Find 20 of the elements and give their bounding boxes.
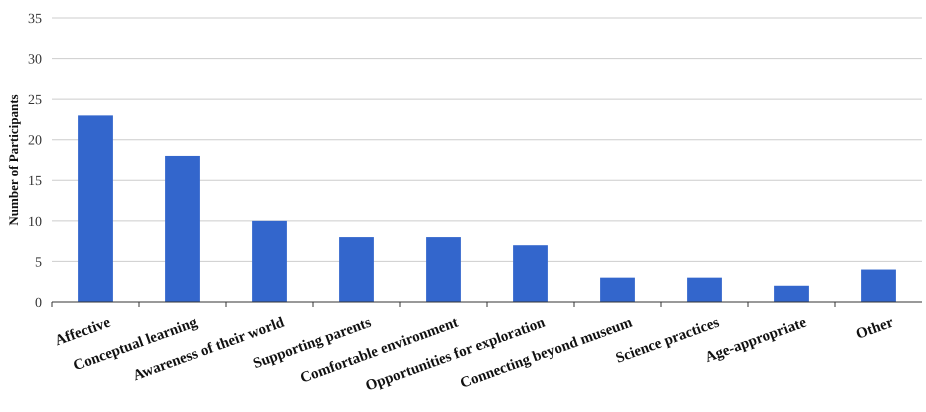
y-tick-label: 10 [28, 214, 42, 230]
y-tick-label: 0 [35, 296, 42, 311]
bar [165, 156, 200, 302]
y-tick-label: 20 [28, 134, 42, 149]
y-tick-label: 30 [28, 52, 42, 68]
bar [861, 270, 896, 302]
y-tick-label: 15 [28, 174, 42, 190]
y-tick-label: 5 [35, 255, 42, 270]
bar [426, 237, 461, 302]
bar [252, 220, 287, 302]
bar [78, 115, 113, 302]
bar [687, 278, 722, 302]
x-tick-label: Other [854, 314, 896, 343]
bar [600, 278, 635, 302]
bar [774, 286, 809, 302]
y-axis-title: Number of Participants [6, 94, 21, 226]
y-tick-label: 25 [28, 93, 42, 108]
y-tick-label: 35 [28, 12, 42, 27]
bar [339, 237, 374, 302]
bar [513, 245, 548, 302]
